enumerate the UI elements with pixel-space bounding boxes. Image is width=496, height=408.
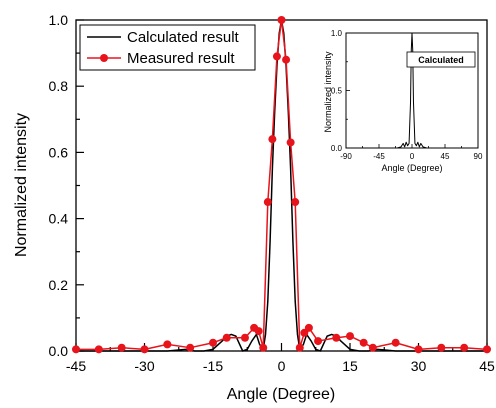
- inset-x-tick-label: -45: [373, 152, 385, 161]
- data-point: [272, 52, 281, 61]
- legend-marker-measured: [100, 54, 108, 62]
- y-axis-label: Normalized intensity: [13, 113, 30, 257]
- data-point: [314, 337, 323, 346]
- data-point: [286, 138, 295, 147]
- x-tick-label: -45: [66, 358, 86, 374]
- data-point: [414, 345, 423, 354]
- inset-plot: -90 -45 0 45 90 0.0 0.5 1.0 Angle (Degree) Norm…: [323, 29, 483, 173]
- x-tick-label: 0: [278, 358, 286, 374]
- data-point: [254, 327, 263, 336]
- inset-plot-frame: [345, 32, 479, 149]
- legend-label-measured: Measured result: [127, 50, 235, 67]
- inset-x-tick-label: 90: [474, 152, 483, 161]
- main-series: [72, 16, 491, 354]
- y-tick-label: 0.0: [49, 343, 69, 359]
- y-tick-label: 0.8: [49, 78, 69, 94]
- x-tick-label: 30: [411, 358, 427, 374]
- inset-y-axis-label: Normalized intensity: [323, 51, 333, 133]
- data-point: [295, 343, 304, 352]
- inset-legend-label: Calculated: [418, 55, 464, 65]
- x-tick-label: 45: [479, 358, 495, 374]
- x-tick-label: -30: [134, 358, 154, 374]
- data-point: [346, 332, 354, 341]
- data-point: [72, 345, 80, 354]
- inset-series-line-0: [346, 32, 478, 149]
- inset-y-tick-label: 1.0: [331, 29, 343, 38]
- legend-label-calculated: Calculated result: [127, 29, 240, 46]
- y-tick-label: 0.4: [49, 211, 69, 227]
- data-point: [391, 338, 400, 347]
- data-point: [460, 343, 469, 352]
- data-point: [140, 345, 149, 354]
- data-point: [368, 343, 377, 352]
- data-point: [186, 343, 195, 352]
- data-point: [163, 340, 172, 349]
- data-point: [222, 333, 231, 342]
- data-point: [240, 333, 249, 342]
- data-point: [268, 135, 277, 144]
- x-axis-label: Angle (Degree): [227, 386, 336, 403]
- data-point: [94, 345, 103, 354]
- inset-ticks: -90 -45 0 45 90 0.0 0.5 1.0: [331, 29, 483, 161]
- data-point: [437, 343, 446, 352]
- inset-x-tick-label: 45: [441, 152, 450, 161]
- data-point: [483, 345, 491, 354]
- inset-x-tick-label: 0: [410, 152, 415, 161]
- data-point: [304, 323, 313, 332]
- data-point: [263, 198, 272, 207]
- inset-x-axis-label: Angle (Degree): [381, 163, 442, 173]
- data-point: [291, 198, 300, 207]
- legend: Calculated result Measured result: [79, 24, 256, 71]
- inset-legend-box: [406, 51, 476, 68]
- y-tick-label: 0.2: [49, 277, 69, 293]
- data-point: [117, 343, 126, 352]
- data-point: [277, 16, 286, 24]
- data-point: [282, 55, 291, 64]
- y-tick-label: 1.0: [49, 12, 69, 28]
- inset-x-tick-label: -90: [340, 152, 352, 161]
- x-tick-label: -15: [203, 358, 223, 374]
- inset-y-tick-label: 0.0: [331, 144, 343, 153]
- inset-series: [346, 32, 478, 149]
- legend-box: [79, 24, 256, 71]
- x-tick-label: 15: [342, 358, 358, 374]
- y-tick-label: 0.6: [49, 144, 69, 160]
- data-point: [209, 338, 217, 347]
- data-point: [332, 333, 341, 342]
- data-point: [359, 338, 368, 347]
- inset-y-tick-label: 0.5: [331, 87, 343, 96]
- data-point: [259, 343, 268, 352]
